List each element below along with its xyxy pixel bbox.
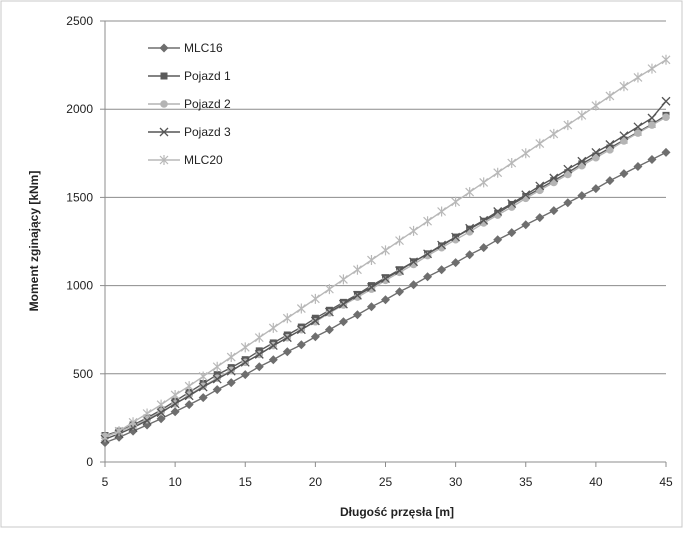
legend-label-mlc16: MLC16 xyxy=(184,41,223,55)
x-tick-label: 20 xyxy=(309,475,323,489)
legend-label-mlc20: MLC20 xyxy=(184,153,223,167)
x-tick-label: 25 xyxy=(379,475,393,489)
y-tick-label: 1500 xyxy=(66,190,93,204)
x-tick-label: 40 xyxy=(589,475,603,489)
x-tick-label: 30 xyxy=(449,475,463,489)
y-tick-label: 2000 xyxy=(66,102,93,116)
y-tick-label: 0 xyxy=(86,455,93,469)
legend-marker-pojazd-2 xyxy=(160,100,168,108)
legend-label-pojazd-2: Pojazd 2 xyxy=(184,97,231,111)
y-tick-label: 1000 xyxy=(66,279,93,293)
x-tick-label: 10 xyxy=(168,475,182,489)
y-tick-label: 2500 xyxy=(66,14,93,28)
y-tick-label: 500 xyxy=(73,367,93,381)
legend-label-pojazd-1: Pojazd 1 xyxy=(184,69,231,83)
x-tick-label: 35 xyxy=(519,475,533,489)
legend-marker-pojazd-1 xyxy=(161,73,168,80)
data-point-pojazd-2 xyxy=(648,121,656,129)
x-tick-label: 5 xyxy=(102,475,109,489)
data-point-pojazd-2 xyxy=(662,113,670,121)
x-tick-label: 15 xyxy=(239,475,253,489)
legend-label-pojazd-3: Pojazd 3 xyxy=(184,125,231,139)
y-axis-title: Moment zginający [kNm] xyxy=(27,171,41,312)
x-tick-label: 45 xyxy=(659,475,673,489)
x-axis-title: Długość przęsła [m] xyxy=(340,505,454,519)
